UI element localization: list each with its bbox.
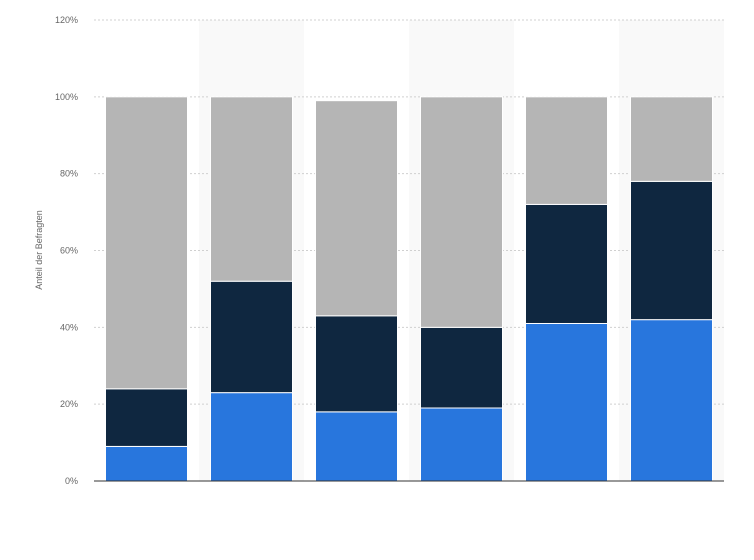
y-tick-label: 0% [65,476,78,486]
bar-segment-series-1 [210,392,293,482]
bar-segment-series-3 [105,96,188,390]
bar-segment-series-1 [420,407,503,482]
bars [105,96,713,482]
y-tick-label: 60% [60,246,78,256]
y-tick-label: 40% [60,322,78,332]
bar-segment-series-1 [525,322,608,482]
y-tick-label: 80% [60,169,78,179]
bar-segment-series-3 [630,96,713,182]
bar-segment-series-2 [105,388,188,447]
y-tick-labels: 0% 20% 40% 60% 80% 100% 120% [55,15,78,486]
bar-segment-series-2 [315,315,398,413]
bar-segment-series-1 [105,445,188,482]
y-tick-label: 120% [55,15,78,25]
bar-segment-series-3 [210,96,293,282]
y-axis-title: Anteil der Befragten [34,210,44,290]
bar-segment-series-3 [420,96,503,328]
bar-segment-series-2 [630,180,713,321]
bar-segment-series-2 [420,326,503,409]
y-tick-label: 100% [55,92,78,102]
y-tick-label: 20% [60,399,78,409]
bar-segment-series-3 [315,100,398,317]
bar-segment-series-1 [630,319,713,482]
bar-segment-series-1 [315,411,398,482]
bar-segment-series-3 [525,96,608,205]
gridlines [94,19,724,405]
bar-segment-series-2 [525,203,608,324]
bar-segment-series-2 [210,280,293,394]
